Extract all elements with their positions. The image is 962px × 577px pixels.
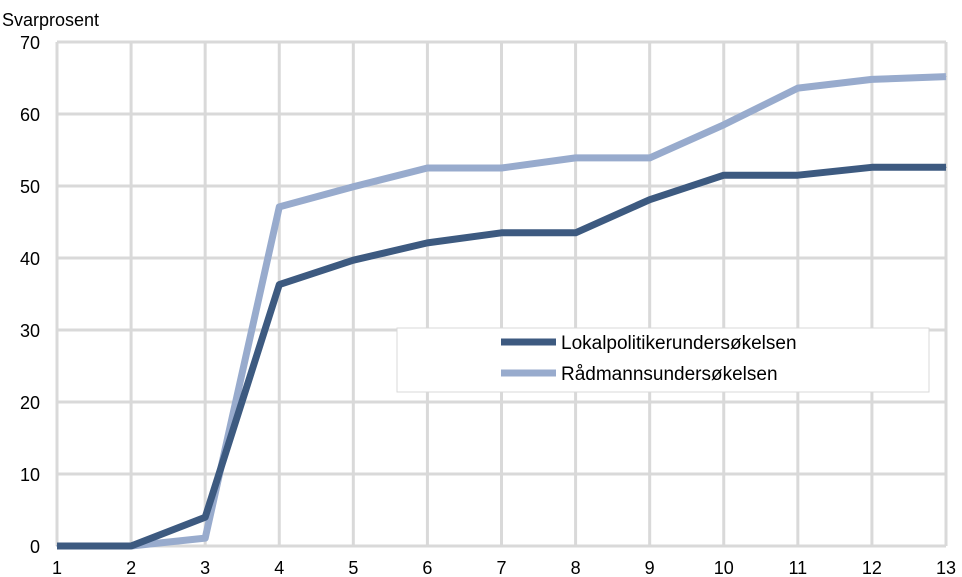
series-0-point-11 xyxy=(797,174,799,176)
series-1-point-7 xyxy=(501,167,502,169)
series-1-point-6 xyxy=(426,167,428,169)
series-0-point-12 xyxy=(871,166,873,168)
x-tick-label-5: 5 xyxy=(348,558,358,577)
series-0-point-2 xyxy=(130,545,132,547)
x-tick-label-10: 10 xyxy=(714,558,734,577)
series-0-point-7 xyxy=(501,232,502,234)
y-tick-label-0: 0 xyxy=(30,537,40,557)
legend-label-radmann: Rådmannsundersøkelsen xyxy=(561,364,778,385)
series-1-point-4 xyxy=(278,206,280,208)
series-0-point-4 xyxy=(278,284,280,286)
series-0-point-3 xyxy=(204,516,206,518)
series-1-point-8 xyxy=(575,157,577,159)
legend-label-lokalpolitiker: Lokalpolitikerundersøkelsen xyxy=(561,333,797,354)
series-0-point-8 xyxy=(575,232,577,234)
series-0-point-1 xyxy=(56,545,58,547)
series-0-point-9 xyxy=(649,199,651,201)
series-1-point-5 xyxy=(352,186,354,188)
y-tick-label-60: 60 xyxy=(20,105,40,125)
x-tick-label-11: 11 xyxy=(788,558,807,577)
legend: Lokalpolitikerundersøkelsen Rådmannsunde… xyxy=(396,327,930,393)
gridlines xyxy=(55,40,948,548)
x-tick-label-8: 8 xyxy=(571,558,581,577)
series-0-point-5 xyxy=(352,259,354,261)
y-axis-title: Svarprosent xyxy=(2,10,99,30)
series-1-point-9 xyxy=(649,157,651,159)
series-1-point-13 xyxy=(945,76,947,78)
y-tick-label-20: 20 xyxy=(20,393,40,413)
x-tick-label-7: 7 xyxy=(496,558,506,577)
x-tick-label-3: 3 xyxy=(200,558,210,577)
series-1-point-12 xyxy=(871,78,873,80)
series-0-point-13 xyxy=(945,166,947,168)
x-tick-label-2: 2 xyxy=(126,558,136,577)
legend-box xyxy=(396,327,930,393)
x-tick-label-12: 12 xyxy=(862,558,882,577)
y-tick-label-40: 40 xyxy=(20,249,40,269)
y-tick-label-50: 50 xyxy=(20,177,40,197)
x-tick-label-9: 9 xyxy=(645,558,655,577)
y-tick-label-10: 10 xyxy=(20,465,40,485)
series-1-point-3 xyxy=(204,537,206,539)
x-tick-label-13: 13 xyxy=(936,558,956,577)
y-tick-label-70: 70 xyxy=(20,33,40,53)
x-tick-label-6: 6 xyxy=(422,558,432,577)
x-tick-label-1: 1 xyxy=(52,558,62,577)
series-1-point-10 xyxy=(723,124,725,126)
series-0-point-10 xyxy=(723,174,725,176)
x-tick-label-4: 4 xyxy=(274,558,284,577)
y-tick-label-30: 30 xyxy=(20,321,40,341)
series-lines xyxy=(56,73,947,550)
series-0-point-6 xyxy=(426,242,428,244)
series-1-point-11 xyxy=(797,87,799,89)
